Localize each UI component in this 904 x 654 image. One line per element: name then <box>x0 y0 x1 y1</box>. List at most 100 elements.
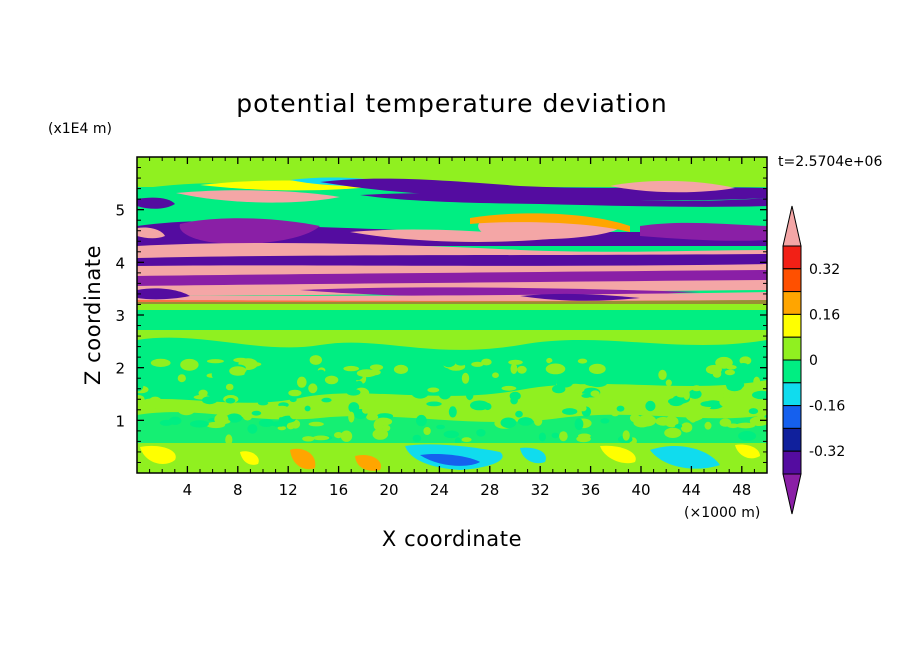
field-patch <box>436 355 445 367</box>
field-patch <box>719 418 732 427</box>
field-patch <box>583 378 604 387</box>
field-patch <box>574 418 584 431</box>
field-patch <box>412 434 422 443</box>
field-patch <box>186 380 199 390</box>
field-patch <box>685 410 702 422</box>
field-patch <box>289 397 297 403</box>
x-tick-label: 8 <box>233 481 243 499</box>
field-patch <box>340 430 353 442</box>
field-patch <box>312 406 327 415</box>
chart-title: potential temperature deviation <box>236 89 667 118</box>
field-patch <box>461 372 470 384</box>
field-patch <box>288 389 302 397</box>
field-patch <box>558 401 568 408</box>
colorbar-box <box>782 336 802 361</box>
field-patch <box>616 405 625 412</box>
field-patch <box>556 377 574 388</box>
field-patch <box>552 384 566 394</box>
y-axis: 1 2 3 4 5 <box>115 167 767 463</box>
field-patch <box>356 369 377 378</box>
field-patch <box>656 395 664 407</box>
y-tick-label: 4 <box>115 254 125 272</box>
field-patch <box>328 406 336 415</box>
field-patch <box>369 364 384 371</box>
field-patch <box>471 361 484 367</box>
field-patch <box>455 360 467 366</box>
field-patch <box>676 393 688 398</box>
colorbar: 0.32 0.16 0 -0.16 -0.32 <box>782 205 845 515</box>
colorbar-label: 0.32 <box>809 262 840 278</box>
x-unit-label: (×1000 m) <box>684 505 760 521</box>
field-patch <box>150 358 171 367</box>
colorbar-top-triangle <box>782 205 802 247</box>
field-patch <box>376 374 387 387</box>
field-patch <box>704 421 712 430</box>
field-patch <box>242 410 253 421</box>
field-patch <box>610 372 622 382</box>
field-patch <box>762 358 767 365</box>
field-patch <box>286 422 295 430</box>
field-patch <box>500 411 513 417</box>
field-patch <box>247 424 258 434</box>
field-patch <box>675 424 683 429</box>
colorbar-box <box>782 313 802 338</box>
y-tick-label: 3 <box>115 307 125 325</box>
field-patch <box>416 414 427 427</box>
field-patch <box>590 390 600 398</box>
colorbar-box <box>782 245 802 270</box>
colorbar-label: 0 <box>809 353 818 369</box>
field-patch <box>705 364 722 375</box>
field-patch <box>324 375 339 385</box>
field-patch <box>612 396 626 402</box>
field-patch <box>327 361 335 369</box>
field-patch <box>551 432 559 439</box>
field-patch <box>270 363 281 376</box>
field-patch <box>321 397 332 403</box>
colorbar-box <box>782 405 802 429</box>
field-patch <box>140 366 152 375</box>
field-patch <box>263 377 275 384</box>
x-axis-title: X coordinate <box>382 527 522 551</box>
field-patch <box>461 437 472 443</box>
field-patch <box>545 363 566 375</box>
field-patch <box>476 429 486 437</box>
field-patch <box>308 421 324 427</box>
field-patch <box>404 362 425 371</box>
field-patch <box>242 361 262 367</box>
field-patch <box>226 413 243 423</box>
field-patch <box>492 372 499 379</box>
field-patch <box>739 356 752 365</box>
field-patch <box>166 377 180 386</box>
field-patch <box>578 433 591 439</box>
field-patch <box>436 424 445 430</box>
field-patch <box>308 383 318 394</box>
field-patch <box>559 431 568 442</box>
field-patch <box>442 403 450 409</box>
field-patch <box>376 413 394 420</box>
field-patch <box>419 356 437 368</box>
field-patch <box>563 365 581 374</box>
x-tick-label: 40 <box>631 481 650 499</box>
field-patch <box>297 376 307 388</box>
field-patch <box>225 397 236 404</box>
field-patch <box>715 356 733 369</box>
x-tick-label: 32 <box>531 481 550 499</box>
field-patch <box>749 416 767 426</box>
colorbar-box <box>782 450 802 475</box>
field-patch <box>206 359 224 364</box>
field-patch <box>470 400 489 411</box>
x-tick-label: 12 <box>279 481 298 499</box>
y-tick-label: 2 <box>115 360 125 378</box>
field-patch <box>423 427 431 435</box>
field-patch <box>334 432 343 439</box>
field-patch <box>510 396 518 405</box>
field-patch <box>736 422 756 429</box>
y-tick-label: 1 <box>115 412 125 430</box>
field-patch <box>665 379 672 387</box>
field-patch <box>680 422 693 433</box>
field-patch <box>501 385 517 391</box>
field-patch <box>302 436 315 442</box>
field-patch <box>738 431 757 441</box>
field-patch <box>454 437 461 445</box>
